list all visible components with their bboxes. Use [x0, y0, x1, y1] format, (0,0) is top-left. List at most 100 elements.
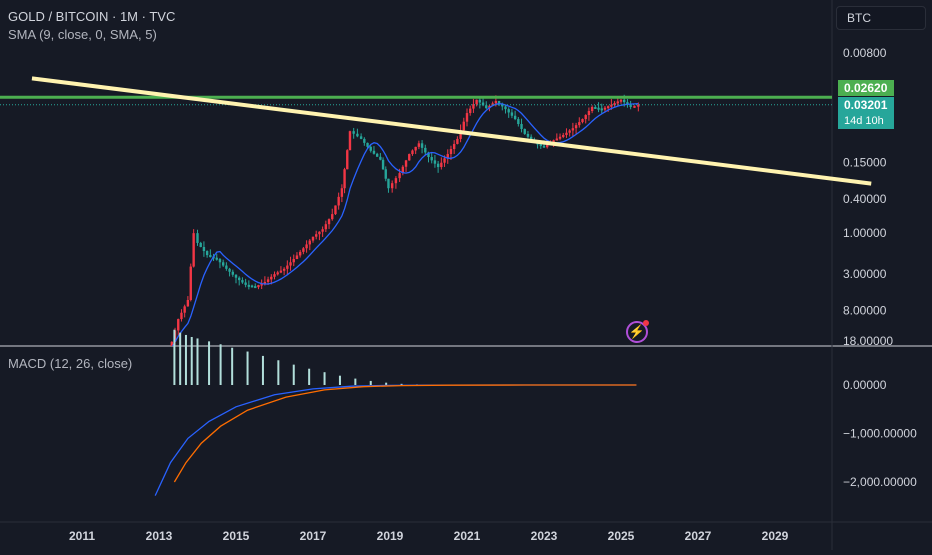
candle-body: [356, 133, 359, 137]
candle-body: [408, 154, 411, 161]
candle-body: [340, 188, 344, 197]
candle-body: [231, 271, 234, 275]
last-price-tag[interactable]: 0.03201: [838, 97, 894, 113]
candle-body: [488, 105, 491, 109]
candle-body: [394, 178, 398, 184]
symbol-title[interactable]: GOLD / BITCOIN · 1M · TVC: [8, 9, 176, 24]
x-tick-label: 2023: [531, 529, 558, 543]
candle-body: [552, 140, 555, 143]
candle-body: [411, 150, 414, 155]
candle-body: [481, 102, 485, 106]
macd-histogram-bar: [261, 355, 264, 385]
candle-body: [469, 108, 472, 114]
candle-body: [196, 233, 199, 243]
y-tick-label: 1.00000: [843, 226, 887, 240]
lightning-icon[interactable]: ⚡: [626, 321, 648, 343]
candle-body: [209, 255, 212, 258]
y-axis[interactable]: 0.00800 0.15000 0.40000 1.00000 3.00000 8.000…: [843, 46, 893, 348]
y-tick-label: 0.15000: [843, 155, 887, 169]
macd-histogram-bar: [173, 329, 176, 385]
x-axis[interactable]: 2011 2013 2015 2017 2019 2021 2023 2025 2027 2029: [69, 529, 789, 543]
x-tick-label: 2013: [146, 529, 173, 543]
candle-body: [298, 251, 302, 256]
candle-body: [546, 144, 549, 148]
sma-line: [171, 103, 639, 346]
candle-body: [404, 160, 408, 167]
macd-legend[interactable]: MACD (12, 26, close): [8, 356, 133, 371]
macd-histogram-bar: [208, 341, 211, 385]
x-tick-label: 2021: [454, 529, 481, 543]
candle-body: [167, 353, 169, 357]
candle-body: [331, 214, 334, 220]
candle-body: [581, 119, 584, 123]
sma-legend[interactable]: SMA (9, close, 0, SMA, 5): [8, 27, 157, 42]
candle-body: [600, 108, 603, 111]
candle-body: [574, 125, 578, 129]
candle-body: [234, 274, 238, 278]
level-price-tag[interactable]: 0.02620: [838, 80, 894, 96]
candle-body: [289, 262, 292, 266]
candle-body: [587, 111, 591, 116]
candle-body: [568, 130, 571, 133]
x-tick-label: 2019: [377, 529, 404, 543]
candle-body: [430, 157, 433, 161]
candle-body: [558, 136, 562, 139]
candle-body: [254, 286, 257, 289]
candle-body: [629, 104, 632, 107]
candle-body: [414, 146, 417, 151]
candle-body: [603, 107, 607, 110]
candle-body: [449, 149, 453, 155]
x-tick-label: 2027: [685, 529, 712, 543]
candle-body: [324, 224, 328, 230]
candle-body: [189, 266, 192, 301]
macd-group: [154, 329, 637, 496]
candle-body: [401, 166, 405, 174]
candle-body: [215, 257, 218, 260]
candle-body: [472, 104, 475, 109]
candle-body: [308, 240, 311, 245]
y-tick-label: 0.00800: [843, 46, 887, 60]
candle-body: [619, 99, 623, 102]
candle-body: [578, 122, 581, 126]
macd-histogram-bar: [369, 380, 372, 385]
x-tick-label: 2025: [608, 529, 635, 543]
candle-body: [452, 143, 456, 149]
candle-body: [465, 113, 469, 122]
candle-body: [318, 231, 321, 235]
candle-body: [626, 102, 629, 105]
candle-body: [562, 134, 565, 137]
candle-body: [292, 259, 295, 263]
candle-body: [446, 154, 449, 159]
macd-y-tick-label: −2,000.00000: [843, 475, 917, 489]
candle-body: [375, 153, 379, 157]
x-tick-label: 2029: [762, 529, 789, 543]
macd-histogram-bar: [292, 364, 295, 385]
candle-body: [436, 163, 440, 168]
notification-dot: [643, 320, 649, 326]
candle-body: [186, 300, 190, 307]
candle-body: [427, 152, 430, 158]
candles-group: [167, 94, 640, 357]
macd-histogram-bar: [338, 375, 341, 385]
candle-body: [177, 319, 180, 331]
candle-body: [266, 279, 270, 282]
macd-histogram-bar: [231, 347, 234, 385]
candle-body: [597, 107, 600, 110]
candle-body: [610, 104, 613, 107]
candle-body: [311, 236, 315, 241]
x-tick-label: 2017: [300, 529, 327, 543]
candle-body: [571, 128, 575, 131]
overlays-group: [0, 76, 872, 186]
macd-histogram-bar: [400, 383, 403, 385]
macd-y-axis[interactable]: 0.00000 −1,000.00000 −2,000.00000: [843, 378, 917, 489]
candle-body: [257, 285, 260, 288]
candle-body: [613, 103, 616, 106]
currency-button[interactable]: BTC: [836, 6, 926, 30]
candle-body: [270, 276, 273, 280]
candle-body: [199, 242, 202, 247]
candle-body: [238, 277, 241, 281]
y-tick-label: 8.00000: [843, 304, 887, 318]
candle-body: [555, 138, 559, 141]
